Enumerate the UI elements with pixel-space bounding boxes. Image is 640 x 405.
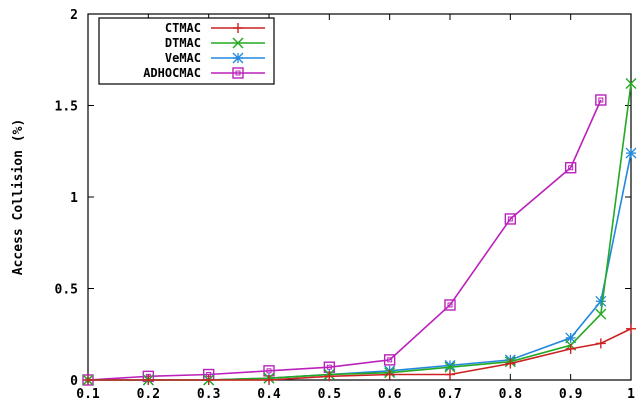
- point-marker: [564, 162, 577, 174]
- series-line: [88, 152, 632, 381]
- y-tick-label: 0: [70, 374, 78, 389]
- x-tick-label: 1: [627, 387, 635, 402]
- point-marker: [595, 94, 607, 106]
- legend-label: CTMAC: [165, 21, 201, 35]
- point-marker: [595, 308, 607, 320]
- point-marker: [598, 97, 604, 103]
- point-marker: [444, 359, 456, 371]
- legend-label: DTMAC: [165, 36, 201, 50]
- x-tick-label: 0.8: [499, 387, 523, 402]
- x-tick-label: 0.9: [559, 387, 582, 402]
- series-ctmac: [83, 323, 636, 385]
- series-line: [88, 83, 632, 381]
- legend-label: VeMAC: [165, 51, 201, 65]
- point-marker: [232, 67, 244, 79]
- y-tick-label: 2: [70, 8, 78, 23]
- y-tick-label: 1.5: [55, 100, 78, 115]
- x-tick-label: 0.7: [438, 387, 461, 402]
- point-marker: [447, 302, 453, 308]
- series-dtmac: [82, 78, 637, 386]
- point-marker: [387, 357, 393, 363]
- axes: 0.1 0.2 0.3 0.4 0.5 0.6 0.7 0.8 0.9 1 0 0.5 1 1.5 2: [55, 8, 636, 402]
- point-marker: [444, 299, 456, 311]
- point-marker: [326, 364, 332, 370]
- point-marker: [232, 52, 244, 64]
- series-adhocmac: [82, 94, 607, 386]
- y-axis-label: Access Collision (%): [11, 119, 26, 276]
- point-marker: [232, 37, 244, 49]
- y-tick-label: 0.5: [55, 283, 78, 298]
- point-marker: [625, 78, 637, 90]
- legend-label: ADHOCMAC: [143, 66, 201, 80]
- point-marker: [507, 216, 513, 222]
- x-tick-label: 0.1: [76, 387, 100, 402]
- point-marker: [235, 70, 241, 76]
- y-tick-label: 1: [70, 191, 78, 206]
- point-marker: [595, 295, 607, 307]
- point-marker: [568, 165, 574, 171]
- x-tick-label: 0.3: [197, 387, 220, 402]
- point-marker: [444, 361, 456, 373]
- series-layer: [82, 78, 637, 386]
- point-marker: [504, 213, 517, 225]
- x-tick-label: 0.5: [318, 387, 341, 402]
- x-tick-label: 0.6: [378, 387, 402, 402]
- series-line: [87, 99, 602, 381]
- point-marker: [383, 354, 396, 366]
- x-tick-label: 0.4: [257, 387, 281, 402]
- point-marker: [625, 147, 637, 159]
- point-marker: [266, 368, 272, 374]
- x-tick-label: 0.2: [137, 387, 160, 402]
